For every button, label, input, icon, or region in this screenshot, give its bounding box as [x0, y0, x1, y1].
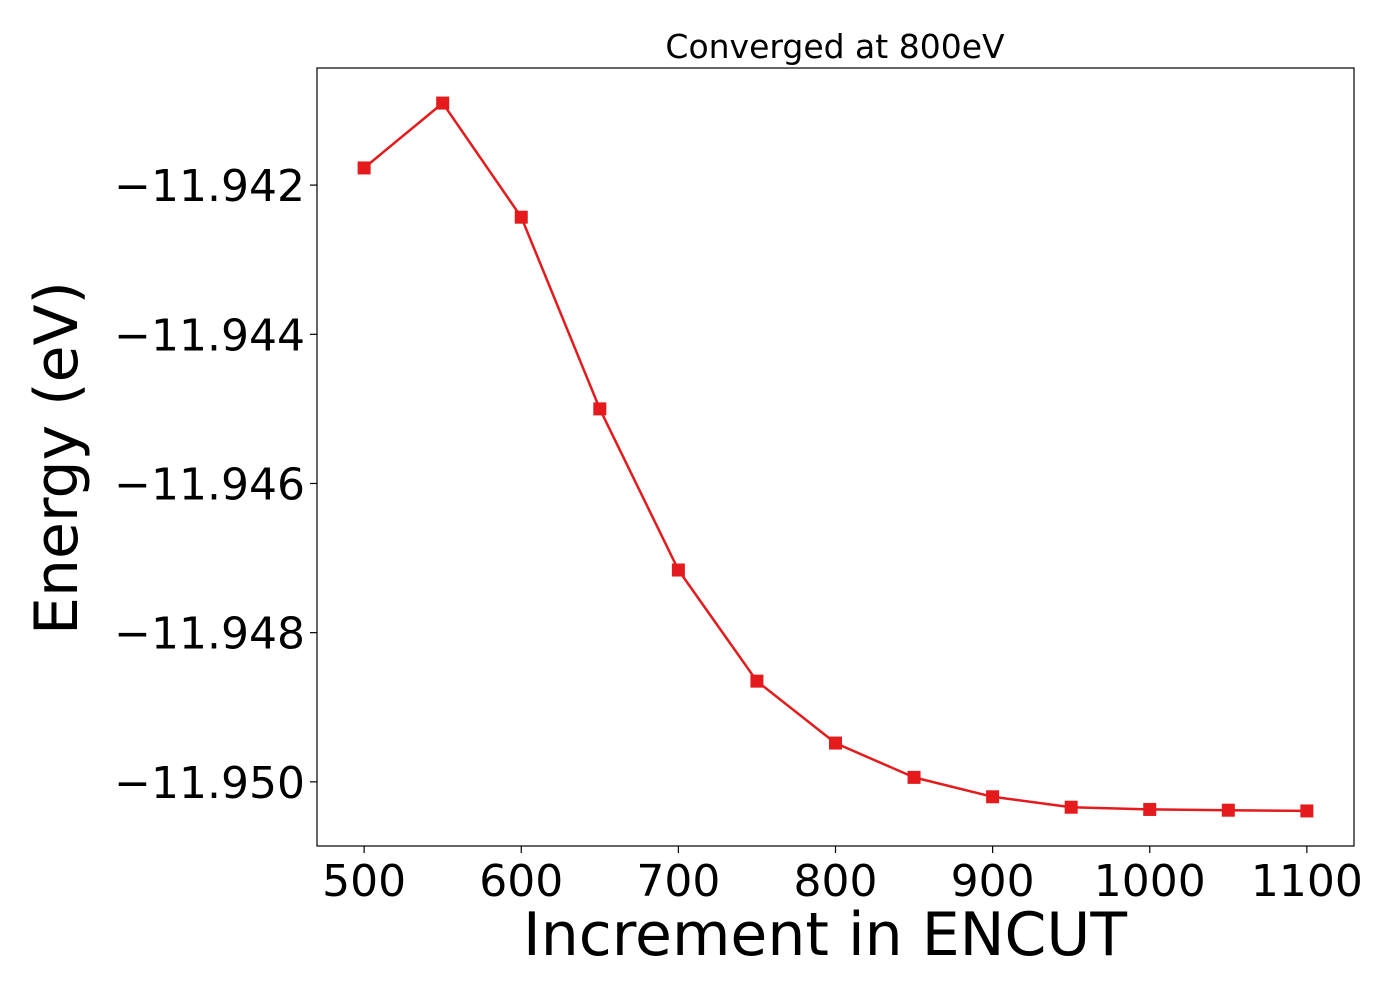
x-tick-label: 800	[794, 856, 878, 907]
y-tick-label: −11.950	[114, 758, 305, 809]
data-point-marker	[514, 210, 528, 224]
plot-area-frame	[316, 67, 1355, 847]
data-point-marker	[357, 161, 371, 175]
y-tick-label: −11.946	[114, 459, 305, 510]
energy-series-markers	[357, 96, 1314, 818]
x-tick-label: 1100	[1251, 856, 1363, 907]
data-point-marker	[829, 736, 842, 750]
data-point-marker	[436, 96, 450, 110]
data-point-marker	[1143, 802, 1157, 816]
y-axis-ticks: −11.942 −11.944 −11.946 −11.948 −11.950	[114, 161, 317, 809]
data-point-marker	[750, 674, 764, 688]
data-point-marker	[986, 790, 1000, 804]
data-point-marker	[593, 402, 607, 416]
x-tick-label: 600	[479, 856, 563, 907]
data-point-marker	[1221, 803, 1235, 817]
x-axis-ticks: 500 600 700 800 900 1000 1100	[322, 846, 1363, 907]
x-tick-label: 900	[951, 856, 1035, 907]
data-point-marker	[671, 563, 685, 577]
data-point-marker	[1064, 800, 1078, 814]
x-tick-label: 1000	[1094, 856, 1206, 907]
x-axis-label: Increment in ENCUT	[523, 900, 1127, 970]
y-axis-label: Energy (eV)	[22, 281, 92, 635]
x-tick-label: 500	[322, 856, 406, 907]
data-point-marker	[907, 770, 921, 784]
x-tick-label: 700	[636, 856, 720, 907]
y-tick-label: −11.942	[114, 161, 305, 212]
data-point-marker	[1300, 804, 1314, 818]
y-tick-label: −11.948	[114, 609, 305, 660]
chart-title: Converged at 800eV	[665, 27, 1005, 66]
y-tick-label: −11.944	[114, 310, 305, 361]
